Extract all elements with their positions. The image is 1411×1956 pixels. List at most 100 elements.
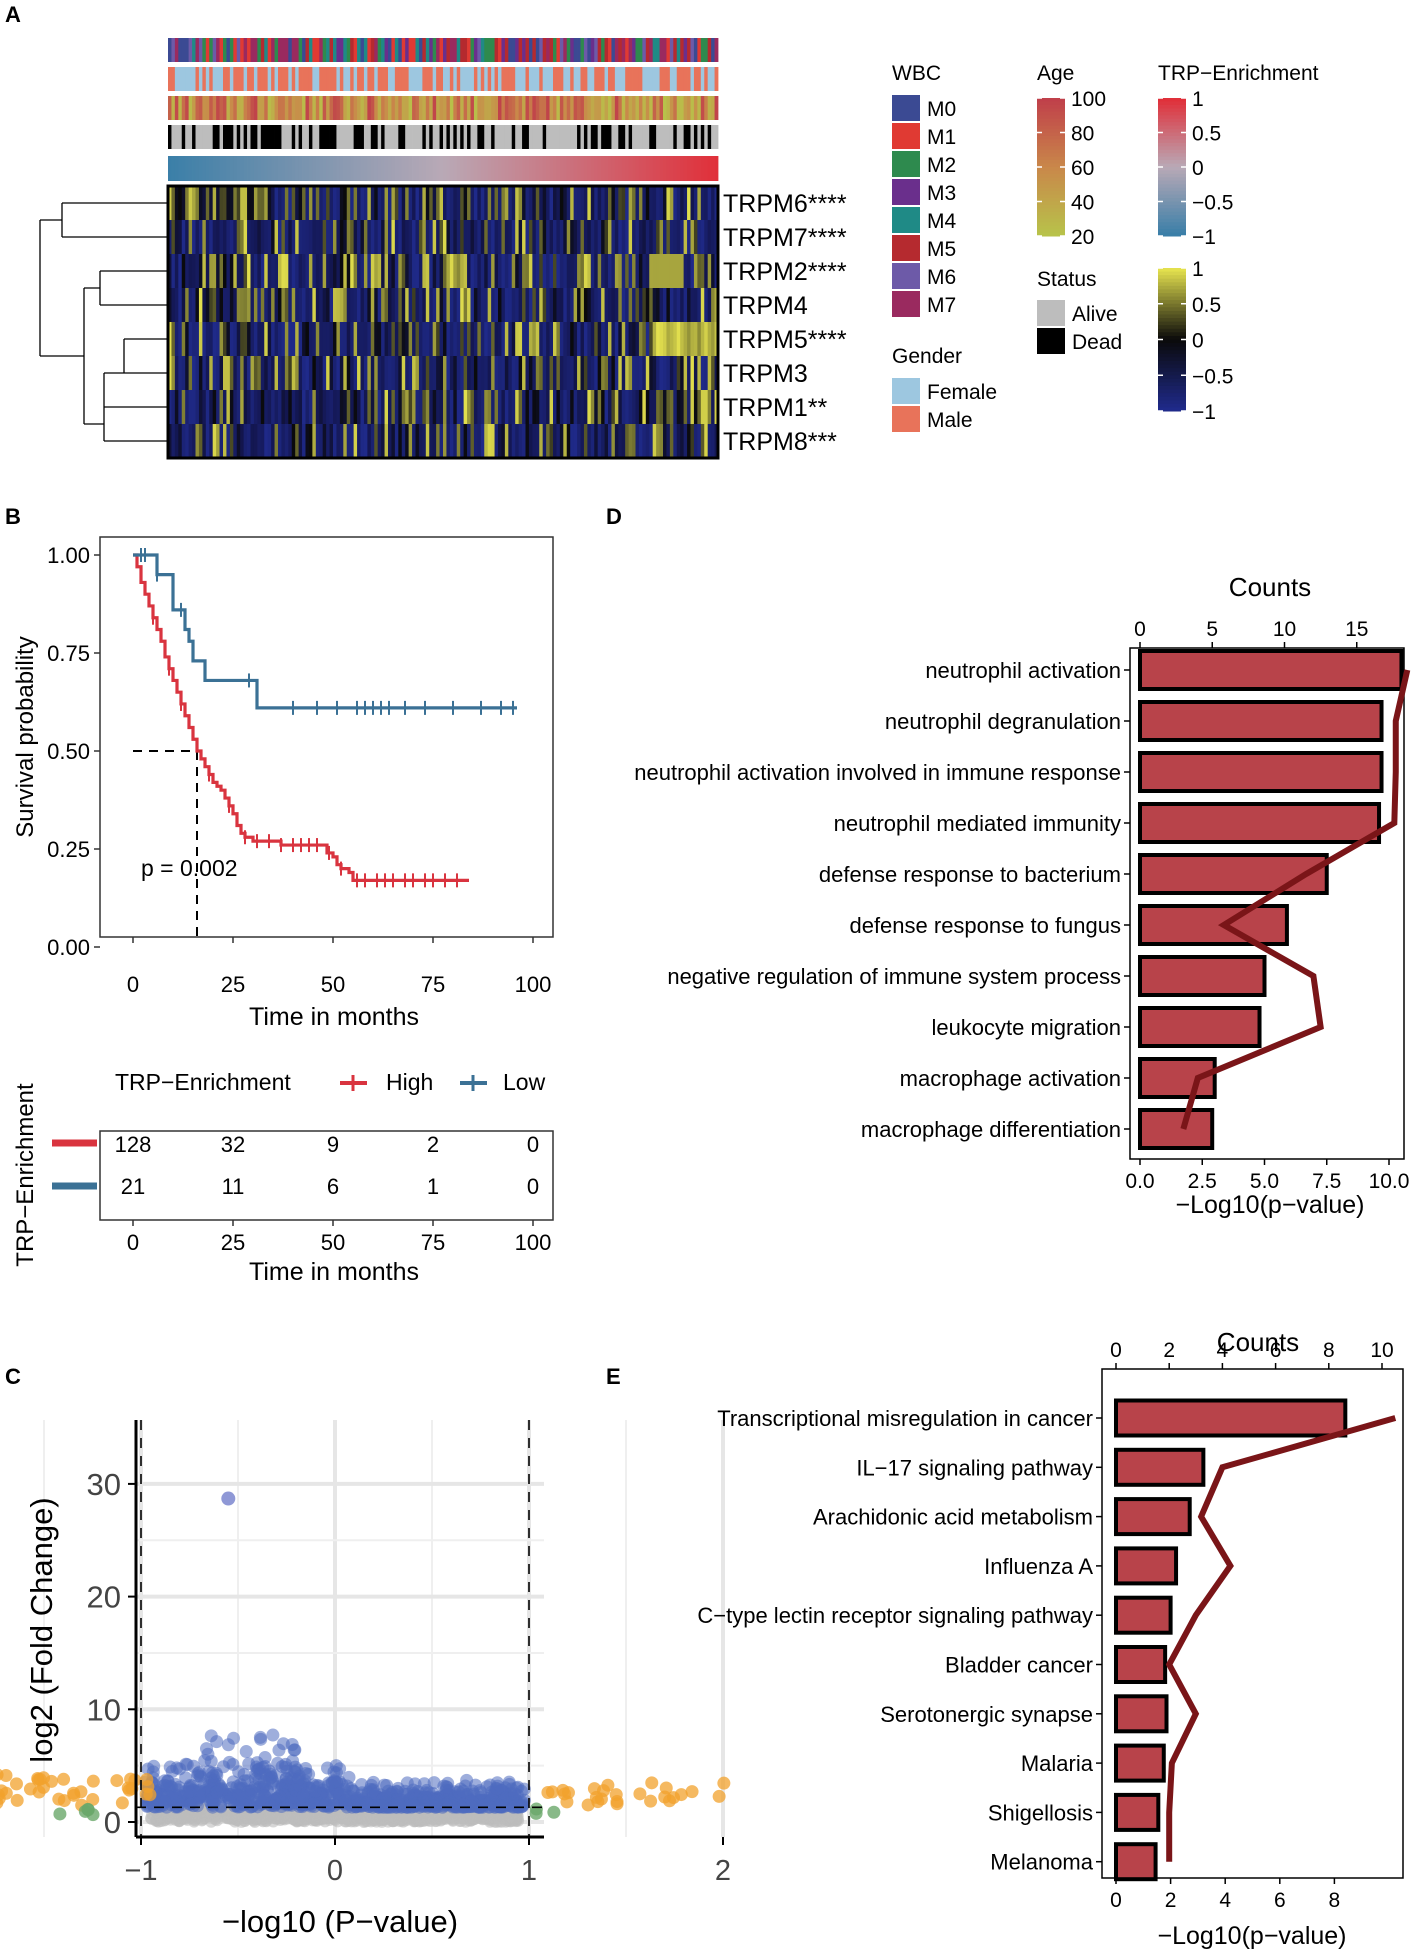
- heatmap-cell: [663, 288, 667, 323]
- heatmap-cell: [652, 356, 657, 391]
- trp-cell: [614, 156, 619, 181]
- heatmap-cell: [676, 186, 681, 221]
- trp-cell: [216, 156, 220, 181]
- volcano-point-sig: [23, 1782, 37, 1796]
- heatmap-cell: [326, 390, 330, 425]
- km-x-tick-label: 0: [127, 972, 139, 997]
- heatmap-cell: [388, 220, 392, 255]
- age-cell: [312, 96, 317, 120]
- volcano-point-up: [223, 1795, 237, 1809]
- heatmap-cell: [236, 390, 241, 425]
- legend-trp-gradient-cell: [1158, 111, 1186, 116]
- volcano-point-up: [187, 1759, 201, 1773]
- heatmap-cell: [412, 220, 416, 255]
- legend-trp-gradient-cell: [1158, 146, 1186, 151]
- heatmap-cell: [467, 424, 471, 459]
- heatmap-cell: [628, 390, 633, 425]
- volcano-point-up: [350, 1791, 364, 1805]
- heatmap-cell: [205, 322, 210, 357]
- gender-cell: [226, 67, 231, 91]
- status-cell: [484, 125, 489, 149]
- trp-cell: [346, 156, 351, 181]
- legend-trp-gradient-cell: [1158, 135, 1186, 140]
- gender-cell: [429, 67, 434, 91]
- age-cell: [456, 96, 461, 120]
- volcano-point-up: [257, 1774, 271, 1788]
- heatmap-cell: [470, 254, 475, 289]
- status-cell: [381, 125, 385, 149]
- trp-cell: [649, 156, 654, 181]
- volcano-point-up: [508, 1787, 522, 1801]
- heatmap-cell: [281, 322, 286, 357]
- heatmap-cell: [645, 220, 650, 255]
- heatmap-cell: [467, 220, 471, 255]
- heatmap-cell: [566, 254, 571, 289]
- heatmap-cell: [491, 288, 495, 323]
- heatmap-cell: [339, 220, 344, 255]
- gender-cell: [322, 67, 327, 91]
- heatmap-cell: [491, 424, 495, 459]
- heatmap-cell: [367, 220, 372, 255]
- bar: [1114, 1842, 1158, 1882]
- trp-cell: [628, 156, 633, 181]
- heatmap-cell: [680, 424, 685, 459]
- status-cell: [697, 125, 702, 149]
- heatmap-cell: [704, 356, 709, 391]
- heatmap-cell: [649, 356, 654, 391]
- status-cell: [676, 125, 681, 149]
- bar: [1114, 1447, 1206, 1487]
- volcano-threshold-lines: [136, 1420, 544, 1837]
- volcano-point-up: [221, 1738, 235, 1752]
- trp-cell: [484, 156, 489, 181]
- heatmap-cell: [381, 254, 385, 289]
- heatmap-cell: [240, 356, 245, 391]
- heatmap-cell: [601, 288, 605, 323]
- heatmap-cell: [181, 322, 186, 357]
- wbc-cell: [453, 38, 458, 62]
- kegg-counts-title: Counts: [1217, 1327, 1299, 1357]
- heatmap-cell: [608, 186, 612, 221]
- heatmap-cell: [539, 186, 544, 221]
- legend-trp-gradient-cell: [1158, 118, 1186, 123]
- heatmap-cell: [559, 186, 564, 221]
- volcano-point-up: [182, 1785, 196, 1799]
- trp-cell: [350, 156, 355, 181]
- heatmap-cell: [604, 186, 609, 221]
- heatmap-cell: [298, 322, 303, 357]
- age-cell: [601, 96, 605, 120]
- gender-cell: [236, 67, 241, 91]
- heatmap-cell: [446, 254, 451, 289]
- heatmap-cell: [449, 220, 454, 255]
- heatmap-cell: [302, 186, 306, 221]
- age-cell: [336, 96, 341, 120]
- heatmap-cell: [295, 356, 300, 391]
- heatmap-cell: [539, 356, 544, 391]
- status-cell: [546, 125, 550, 149]
- age-cell: [302, 96, 306, 120]
- km-plot-border: [99, 536, 554, 938]
- legend-trp-gradient-cell: [1158, 149, 1186, 154]
- heatmap-cell: [418, 186, 423, 221]
- heatmap-cell: [226, 322, 231, 357]
- heatmap-cell: [518, 288, 523, 323]
- trp-cell: [618, 156, 623, 181]
- heatmap-cell: [697, 254, 702, 289]
- heatmap-cell: [198, 186, 203, 221]
- heatmap-cell: [257, 288, 262, 323]
- age-cell: [264, 96, 269, 120]
- heatmap-cell: [573, 356, 578, 391]
- heatmap-cell: [278, 186, 282, 221]
- heatmap-cell: [463, 288, 468, 323]
- heatmap-cell: [443, 220, 447, 255]
- heatmap-cell: [298, 220, 303, 255]
- heatmap-cell: [487, 424, 492, 459]
- heatmap-cell: [418, 424, 423, 459]
- trp-cell: [573, 156, 578, 181]
- wbc-cell: [511, 38, 516, 62]
- legend-expr-gradient-cell: [1158, 357, 1186, 362]
- wbc-cell: [388, 38, 392, 62]
- heatmap-cell: [477, 424, 482, 459]
- heatmap-cell: [198, 356, 203, 391]
- bar-category-label: Transcriptional misregulation in cancer: [717, 1406, 1093, 1431]
- gene-label: TRPM5****: [723, 326, 847, 354]
